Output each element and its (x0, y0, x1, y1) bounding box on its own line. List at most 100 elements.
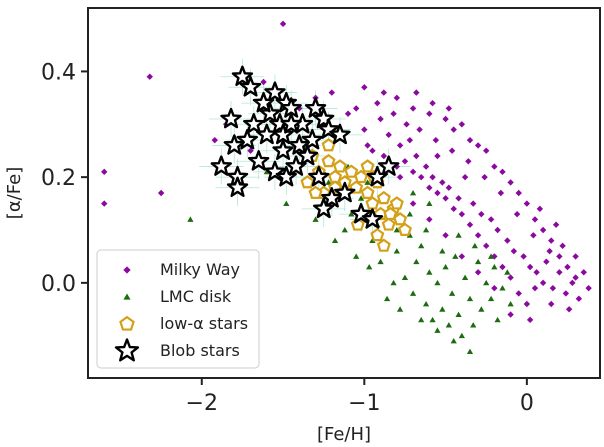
point-milky-way (565, 306, 573, 313)
point-blob-stars (272, 139, 294, 161)
point-lmc-disk (413, 258, 420, 265)
point-blob-stars (280, 97, 302, 118)
legend-label-blob-stars: Blob stars (160, 341, 240, 360)
point-lmc-disk (434, 279, 441, 286)
point-milky-way (396, 173, 404, 181)
point-lmc-disk (418, 316, 425, 323)
point-milky-way (450, 126, 457, 133)
point-milky-way (369, 147, 376, 154)
ticks-layer: −2 −1 0 0.0 0.2 0.4 (41, 60, 534, 416)
point-milky-way (247, 147, 254, 154)
point-milky-way (515, 290, 522, 297)
point-milky-way (531, 284, 539, 292)
point-lmc-disk (466, 295, 474, 302)
point-milky-way (556, 253, 563, 260)
point-lmc-disk (452, 253, 459, 259)
point-blob-stars (377, 155, 400, 176)
point-milky-way (556, 269, 563, 276)
point-milky-way (507, 311, 514, 318)
point-milky-way (494, 226, 501, 234)
point-blob-stars (275, 165, 298, 187)
point-lmc-disk (455, 232, 462, 238)
legend: Milky Way LMC disk low-α stars Blob star… (96, 249, 260, 369)
point-milky-way (539, 226, 547, 234)
point-milky-way (374, 99, 381, 107)
point-lmc-disk (409, 290, 417, 296)
point-milky-way (510, 247, 518, 255)
series-milky-way (101, 20, 592, 324)
point-lmc-disk (401, 274, 409, 280)
point-lmc-disk (348, 211, 355, 217)
point-lmc-disk (353, 253, 360, 259)
point-milky-way (455, 195, 462, 202)
point-lmc-disk (325, 179, 332, 185)
point-milky-way (344, 110, 352, 117)
point-milky-way (445, 184, 453, 191)
point-lmc-disk (491, 264, 498, 270)
point-lmc-disk (483, 279, 490, 286)
point-milky-way (483, 242, 490, 250)
point-blob-stars (321, 187, 343, 208)
point-low-stars (308, 185, 323, 199)
point-lmc-disk (283, 200, 290, 206)
point-milky-way (585, 284, 592, 292)
point-milky-way (380, 89, 388, 96)
point-milky-way (548, 237, 555, 244)
point-milky-way (361, 84, 368, 91)
point-lmc-disk (474, 258, 482, 265)
point-milky-way (530, 232, 537, 239)
point-blob-stars (304, 97, 327, 118)
point-milky-way (260, 78, 267, 86)
point-milky-way (146, 73, 153, 80)
point-low-stars (381, 217, 396, 231)
point-lmc-disk (418, 242, 425, 249)
point-milky-way (470, 200, 477, 207)
point-milky-way (442, 195, 449, 202)
point-lmc-disk (487, 253, 495, 259)
legend-marker-low-stars (119, 315, 135, 331)
point-milky-way (429, 99, 436, 107)
point-blob-stars (236, 128, 258, 150)
point-milky-way (491, 284, 498, 292)
point-lmc-disk (312, 216, 319, 222)
point-blob-stars (312, 197, 335, 219)
point-milky-way (434, 189, 441, 197)
point-blob-stars (239, 76, 262, 97)
point-blob-stars (329, 123, 351, 145)
legend-marker-lmc-disk (123, 293, 131, 300)
point-milky-way (422, 163, 430, 170)
point-lmc-disk (471, 242, 478, 249)
point-lmc-disk (439, 248, 446, 254)
point-lmc-disk (364, 179, 371, 185)
point-milky-way (279, 20, 287, 28)
point-milky-way (380, 152, 388, 160)
legend-label-lmc-disk: LMC disk (160, 287, 232, 306)
point-blob-stars (231, 65, 254, 87)
point-milky-way (526, 316, 534, 324)
point-milky-way (536, 205, 544, 213)
point-lmc-disk (461, 274, 469, 280)
point-lmc-disk (422, 227, 430, 233)
point-lmc-disk (406, 211, 413, 217)
point-blob-stars (252, 91, 275, 113)
point-milky-way (491, 163, 498, 170)
point-blob-stars (361, 208, 384, 229)
point-low-stars (321, 153, 336, 168)
point-low-stars (370, 227, 385, 242)
point-blob-stars (226, 176, 249, 198)
point-lmc-disk (369, 237, 376, 243)
point-milky-way (507, 179, 514, 186)
point-milky-way (531, 216, 539, 223)
point-milky-way (564, 263, 571, 271)
point-lmc-disk (187, 216, 194, 222)
point-milky-way (552, 221, 560, 228)
point-milky-way (543, 258, 550, 265)
point-milky-way (533, 269, 540, 276)
y-axis-label: [α/Fe] (4, 167, 25, 219)
point-milky-way (497, 189, 505, 197)
point-milky-way (409, 200, 417, 207)
point-lmc-disk (442, 264, 449, 270)
point-milky-way (434, 152, 441, 160)
point-lmc-disk (448, 290, 456, 296)
